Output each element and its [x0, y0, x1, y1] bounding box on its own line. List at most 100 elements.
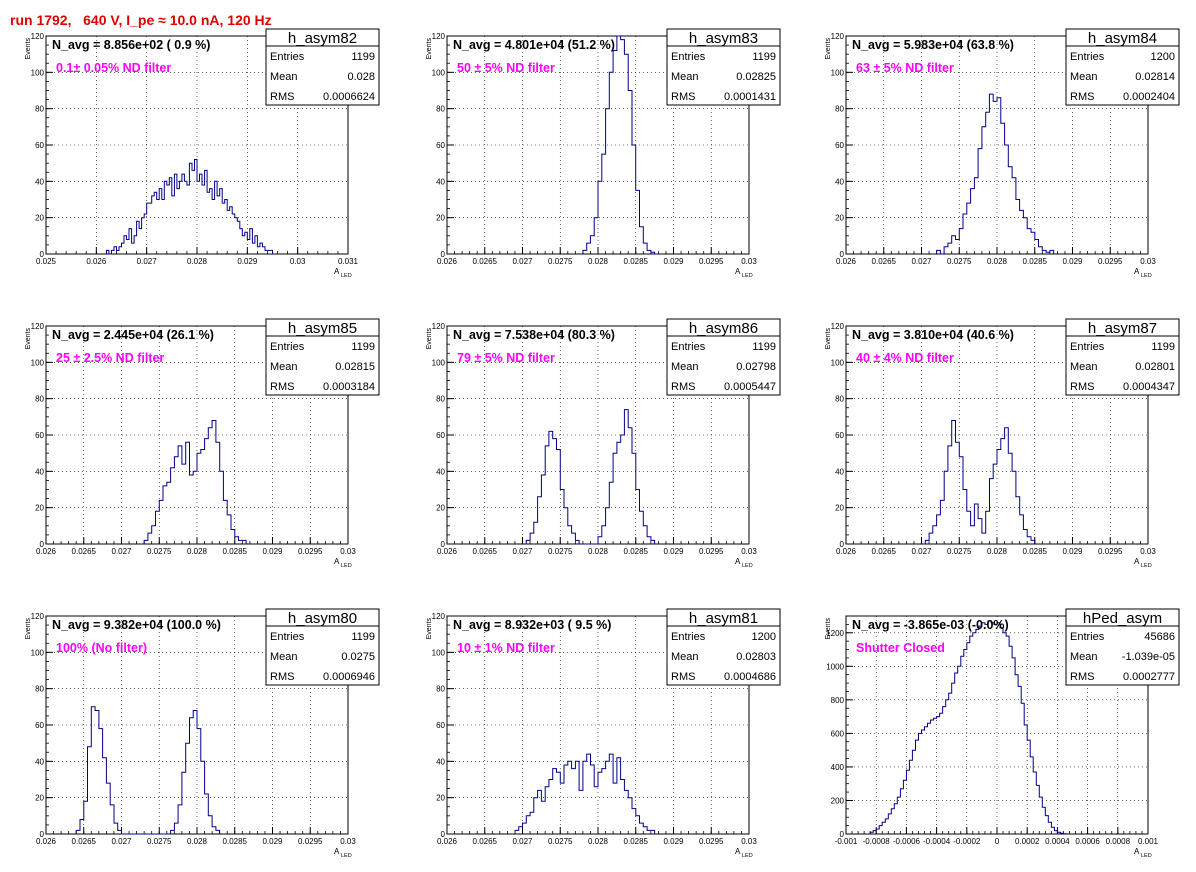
histogram-bin [1001, 439, 1005, 544]
histogram-bin [564, 508, 568, 544]
x-tick-label: 0.028 [187, 257, 208, 266]
x-tick-label: -0.0008 [863, 837, 891, 846]
x-tick-label: 0.0275 [147, 547, 172, 556]
histogram-bin [194, 160, 197, 254]
histogram-bin [988, 621, 991, 834]
histogram-panel-h_asym87: 0 20 40 60 80 100 120 0.026 0.0265 0.027 0.0275 0.0… [825, 318, 1180, 569]
x-tick-label: 0.0285 [624, 837, 649, 846]
y-axis-label: Events [426, 618, 433, 640]
histogram-bin [80, 819, 84, 834]
histogram-bin [989, 94, 993, 254]
histogram-outline [75, 706, 221, 835]
y-tick-label: 80 [436, 685, 445, 694]
x-tick-label: 0.03 [1140, 257, 1156, 266]
histogram-bin [583, 250, 587, 254]
y-tick-label: 60 [35, 431, 44, 440]
x-tick-label: -0.0006 [893, 837, 921, 846]
y-tick-label: 120 [432, 612, 446, 621]
histogram-bin [137, 221, 140, 254]
histogram-bin [174, 457, 178, 544]
stats-label: Mean [1070, 361, 1098, 373]
x-tick-label: 0.0285 [223, 837, 248, 846]
stats-label: Entries [1070, 631, 1105, 643]
stats-value: 0.0001431 [724, 91, 776, 103]
histogram-bin [967, 511, 971, 544]
histogram-bin [933, 526, 937, 544]
histogram-bin [1020, 210, 1024, 254]
histogram-bin [159, 500, 163, 544]
histogram-bin [1016, 200, 1020, 255]
histogram-bin [1006, 636, 1009, 834]
histogram-bin [252, 243, 255, 254]
histogram-bin [250, 229, 253, 254]
histogram-bin [205, 794, 209, 834]
y-tick-label: 20 [35, 214, 44, 223]
histogram-bin [1012, 178, 1016, 254]
stats-box [1065, 608, 1180, 686]
histogram-bin [172, 196, 175, 254]
histogram-bin [257, 247, 260, 254]
histogram-panel-h_asym80: 0 20 40 60 80 100 120 0.026 0.0265 0.027 0.0275 0.0… [25, 608, 380, 859]
histogram-bin [262, 247, 265, 254]
stats-label: Mean [1070, 71, 1098, 83]
histogram-bin [993, 101, 997, 254]
y-tick-label: 80 [35, 105, 44, 114]
histogram-bin [1057, 832, 1060, 834]
histogram-bin [590, 236, 594, 254]
y-tick-label: 1200 [826, 629, 844, 638]
histogram-bin [632, 145, 636, 254]
x-tick-label: 0.03 [340, 547, 356, 556]
histogram-bin [1018, 686, 1021, 834]
histogram-bin [519, 827, 523, 834]
histogram-bin [1008, 453, 1012, 544]
histogram-bin [163, 486, 167, 544]
histogram-bin [159, 189, 162, 254]
navg-label: N_avg = 8.856e+02 ( 0.9 %) [52, 38, 210, 52]
histogram-bin [609, 754, 613, 834]
histogram-bin [530, 533, 534, 544]
histogram-bin [870, 832, 873, 834]
histogram-bin [958, 666, 961, 834]
y-tick-label: 80 [35, 395, 44, 404]
x-tick-label: 0.0265 [473, 257, 498, 266]
histogram-bin [974, 504, 978, 544]
x-axis-label-subscript: LED [1141, 853, 1152, 859]
histogram-bin [617, 758, 621, 834]
x-tick-label: 0.027 [911, 257, 932, 266]
histogram-bin [227, 515, 231, 544]
histogram-bin [602, 154, 606, 254]
histogram-bin [144, 214, 147, 254]
stats-label: Entries [1070, 51, 1105, 63]
histogram-bin [964, 650, 967, 834]
x-tick-label: 0.0004 [1045, 837, 1070, 846]
histogram-bin [127, 239, 130, 254]
histogram-bin [267, 250, 270, 254]
histogram-bin [974, 178, 978, 254]
histogram-bin [556, 772, 560, 834]
histogram-bin [1060, 833, 1063, 834]
histogram-bin [149, 203, 152, 254]
histogram-bin [553, 769, 557, 834]
histogram-bin [940, 713, 943, 834]
x-tick-label: 0.026 [836, 257, 857, 266]
histogram-bin [1023, 218, 1027, 254]
histogram-bin [541, 801, 545, 834]
histogram-bin [971, 189, 975, 254]
histogram-bin [184, 181, 187, 254]
histogram-bin [118, 830, 122, 834]
x-axis-label-subscript: LED [1141, 563, 1152, 569]
filter-annotation: 63 ± 5% ND filter [856, 61, 954, 75]
y-tick-label: 120 [831, 32, 845, 41]
stats-box [666, 318, 781, 396]
histogram-bin [182, 772, 186, 834]
histogram-bin [606, 109, 610, 254]
y-tick-label: 20 [35, 504, 44, 513]
y-axis-label: Events [25, 618, 32, 640]
histogram-bin [152, 526, 156, 544]
histogram-bin [197, 729, 201, 834]
histogram-bin [621, 780, 625, 835]
x-tick-label: 0.027 [512, 257, 533, 266]
histogram-bin [549, 780, 553, 835]
histogram-bin [534, 798, 538, 834]
x-tick-label: 0.0275 [147, 837, 172, 846]
